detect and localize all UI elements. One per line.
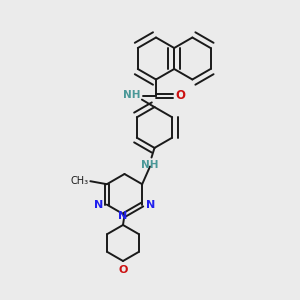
Text: N: N — [146, 200, 155, 210]
Text: CH₃: CH₃ — [71, 176, 89, 186]
Text: O: O — [175, 89, 185, 103]
Text: NH: NH — [124, 90, 141, 100]
Text: O: O — [118, 265, 128, 275]
Text: N: N — [94, 200, 103, 210]
Text: NH: NH — [141, 160, 159, 170]
Text: N: N — [118, 211, 127, 221]
